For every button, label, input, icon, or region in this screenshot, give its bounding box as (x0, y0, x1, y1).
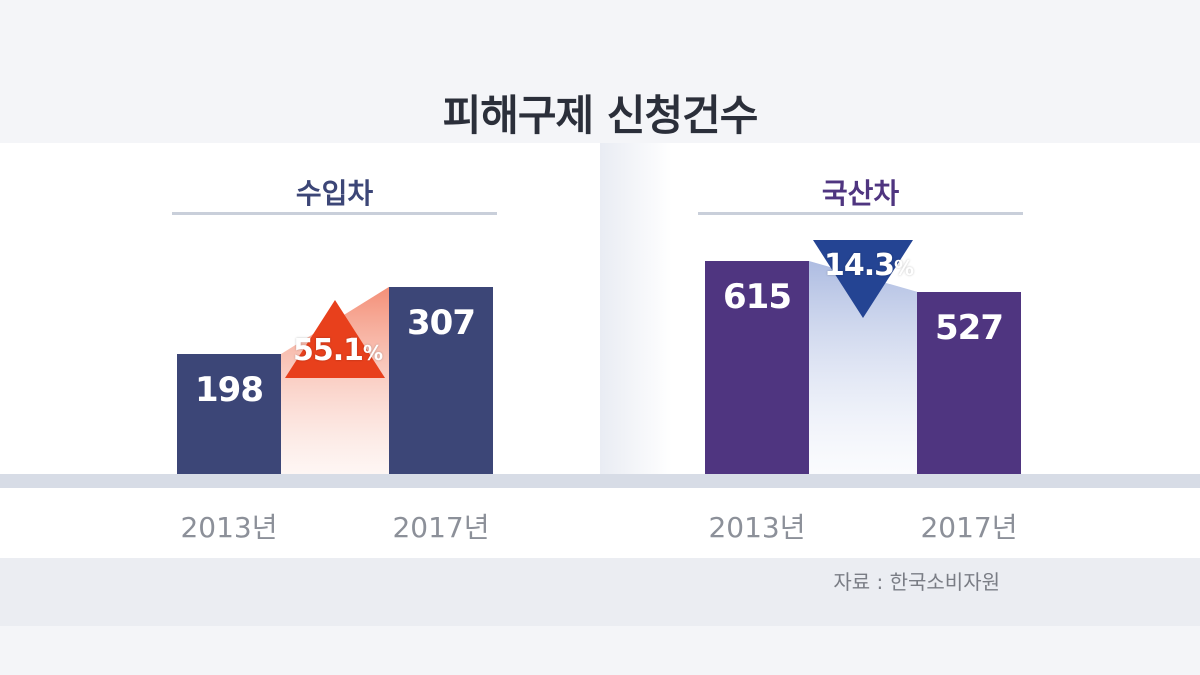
panel-title-domestic: 국산차 (821, 177, 900, 210)
change-connector-domestic (809, 261, 917, 476)
panel-rule-domestic (698, 212, 1023, 215)
value-label-imported-2013: 198 (195, 370, 264, 410)
percent-sign: % (363, 341, 383, 365)
year-label-domestic-2013: 2013년 (708, 511, 806, 544)
bar-domestic-2017 (917, 291, 1021, 476)
change-badge-domestic: 14.3% (824, 248, 914, 283)
change-badge-imported: 55.1% (293, 333, 383, 368)
percent-sign: % (894, 256, 914, 280)
decrease-triangle-icon (813, 240, 913, 318)
year-label-imported-2017: 2017년 (392, 511, 490, 544)
source-note: 자료 : 한국소비자원 (833, 570, 1000, 594)
axis-label-band (0, 488, 1200, 558)
increase-triangle-icon (285, 300, 385, 378)
baseline-strip (0, 474, 1200, 488)
bar-imported-2017 (389, 286, 493, 476)
change-connector-imported (281, 286, 389, 476)
panel-rule-imported (172, 212, 497, 215)
bar-domestic-2013 (705, 261, 809, 476)
year-label-imported-2013: 2013년 (180, 511, 278, 544)
change-value-imported: 55.1 (293, 333, 364, 368)
footer-band (0, 558, 1200, 626)
page-title: 피해구제 신청건수 (442, 91, 759, 140)
year-label-domestic-2017: 2017년 (920, 511, 1018, 544)
value-label-imported-2017: 307 (407, 302, 476, 343)
value-label-domestic-2013: 615 (723, 277, 792, 317)
bar-imported-2013 (177, 354, 281, 476)
panel-title-imported: 수입차 (295, 177, 374, 210)
change-value-domestic: 14.3 (824, 248, 895, 283)
value-label-domestic-2017: 527 (935, 307, 1004, 348)
